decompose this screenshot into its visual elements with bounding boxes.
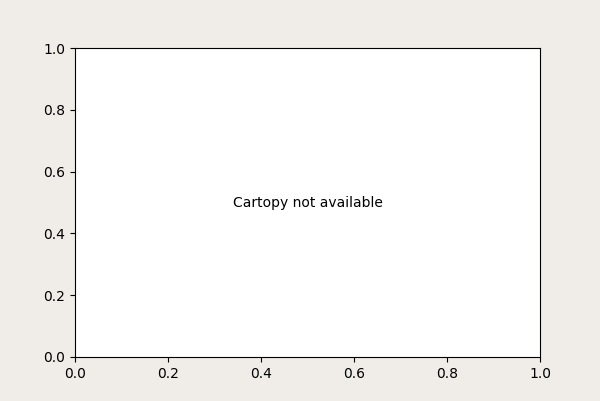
Text: Cartopy not available: Cartopy not available bbox=[233, 196, 382, 209]
